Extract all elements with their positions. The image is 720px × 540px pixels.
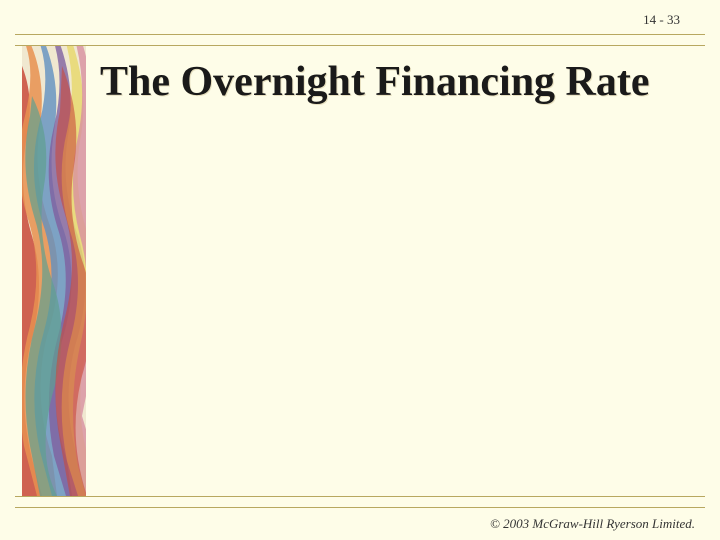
horizontal-rule — [15, 496, 705, 497]
horizontal-rule — [15, 45, 705, 46]
horizontal-rule — [15, 507, 705, 508]
horizontal-rule — [15, 34, 705, 35]
decorative-sidebar-image — [22, 46, 86, 496]
copyright-text: © 2003 McGraw-Hill Ryerson Limited. — [490, 516, 695, 532]
page-number: 14 - 33 — [643, 12, 680, 28]
slide-title: The Overnight Financing Rate — [100, 58, 650, 106]
